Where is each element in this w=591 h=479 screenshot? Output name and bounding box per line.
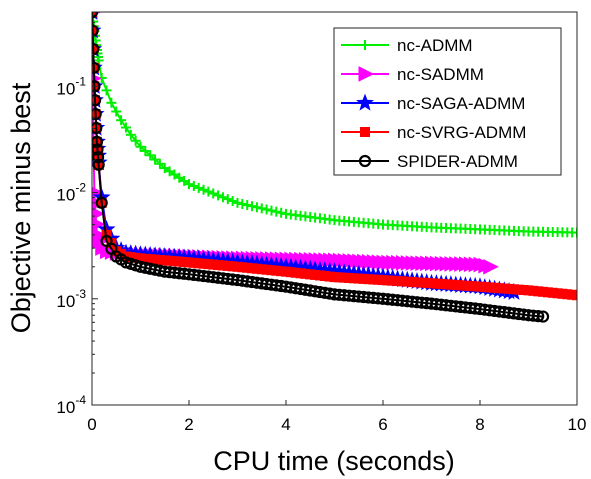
- nc-admm-marker: [208, 188, 219, 199]
- nc-admm-marker: [242, 200, 253, 211]
- nc-admm-marker: [247, 201, 258, 212]
- y-axis-label: Objective minus best: [6, 82, 36, 333]
- spider-admm-marker: [95, 196, 108, 209]
- spider-admm-marker: [92, 135, 103, 148]
- nc-sadmm-marker: [92, 217, 106, 231]
- y-tick-exponent: -3: [75, 287, 86, 301]
- nc-admm-marker: [572, 227, 577, 238]
- spider-admm-marker: [92, 121, 103, 135]
- y-tick-exponent: -2: [75, 181, 86, 195]
- series-spider-admm: [92, 12, 550, 323]
- x-tick-label: 0: [87, 415, 96, 434]
- nc-admm-marker: [101, 85, 112, 96]
- legend-spider-admm-marker: [358, 154, 372, 168]
- nc-admm-marker: [251, 202, 262, 213]
- nc-admm-marker: [120, 122, 131, 133]
- legend-nc-sadmm-marker: [358, 66, 375, 82]
- x-tick-label: 10: [568, 415, 587, 434]
- nc-admm-marker: [106, 97, 117, 108]
- nc-admm-marker: [256, 203, 267, 214]
- nc-sadmm-marker: [483, 259, 499, 275]
- legend-label-nc-sadmm: nc-SADMM: [397, 65, 484, 84]
- legend-label-spider-admm: SPIDER-ADMM: [397, 152, 518, 171]
- nc-sadmm-marker: [92, 233, 108, 250]
- nc-admm-marker: [261, 204, 272, 215]
- nc-admm-marker: [227, 195, 238, 206]
- nc-admm-marker: [232, 197, 243, 208]
- x-axis-label: CPU time (seconds): [213, 446, 455, 476]
- legend-nc-saga-admm-marker: [356, 93, 374, 111]
- nc-admm-marker: [203, 186, 214, 197]
- legend-nc-admm-marker: [360, 40, 370, 50]
- nc-admm-marker: [213, 190, 224, 201]
- y-tick-label: 10-3: [56, 287, 86, 311]
- spider-admm-marker: [536, 310, 550, 323]
- y-tick-base: 10: [56, 79, 75, 98]
- spider-admm-marker: [92, 61, 100, 74]
- legend-label-nc-admm: nc-ADMM: [397, 36, 473, 55]
- nc-admm-marker: [276, 207, 287, 218]
- nc-admm-marker: [125, 129, 136, 140]
- x-tick-label: 8: [475, 415, 484, 434]
- y-tick-base: 10: [56, 398, 75, 417]
- legend-nc-svrg-admm-marker: [360, 127, 370, 137]
- series-line-spider-admm: [92, 12, 544, 318]
- y-tick-label: 10-1: [56, 74, 86, 98]
- nc-admm-marker: [111, 106, 122, 117]
- nc-admm-marker: [116, 115, 127, 126]
- nc-admm-marker: [198, 184, 209, 195]
- y-tick-exponent: -1: [75, 74, 86, 88]
- spider-admm-marker: [532, 310, 545, 323]
- nc-admm-marker: [188, 181, 199, 192]
- nc-admm-marker: [266, 205, 277, 216]
- plot-frame: [91, 11, 578, 406]
- series-layer: [92, 12, 577, 323]
- nc-admm-marker: [271, 206, 282, 217]
- nc-admm-marker: [193, 182, 204, 193]
- legend: nc-ADMM nc-SADMM nc-SAGA-ADMM nc-SVRG-ADMM S…: [333, 27, 562, 176]
- nc-admm-marker: [184, 179, 194, 190]
- nc-admm-marker: [130, 135, 141, 146]
- spider-admm-marker: [92, 94, 102, 107]
- y-tick-base: 10: [56, 292, 75, 311]
- y-tick-label: 10-4: [56, 393, 86, 417]
- y-tick-base: 10: [56, 186, 75, 205]
- x-tick-label: 2: [184, 415, 193, 434]
- x-tick-label: 6: [378, 415, 387, 434]
- spider-admm-marker: [92, 158, 105, 171]
- spider-admm-marker: [92, 151, 105, 164]
- nc-admm-marker: [217, 192, 228, 203]
- nc-admm-marker: [237, 198, 248, 209]
- legend-label-nc-saga-admm: nc-SAGA-ADMM: [397, 94, 525, 113]
- spider-admm-marker: [92, 108, 102, 121]
- legend-label-nc-svrg-admm: nc-SVRG-ADMM: [397, 123, 526, 142]
- nc-svrg-admm-marker: [572, 290, 577, 301]
- y-tick-label: 10-2: [56, 181, 86, 205]
- y-tick-exponent: -4: [75, 393, 86, 407]
- nc-admm-marker: [222, 194, 233, 205]
- x-tick-label: 4: [281, 415, 290, 434]
- x-axis-ticks: 0 2 4 6 8 10: [87, 400, 586, 434]
- y-axis-ticks: 10-410-310-210-1: [56, 11, 98, 417]
